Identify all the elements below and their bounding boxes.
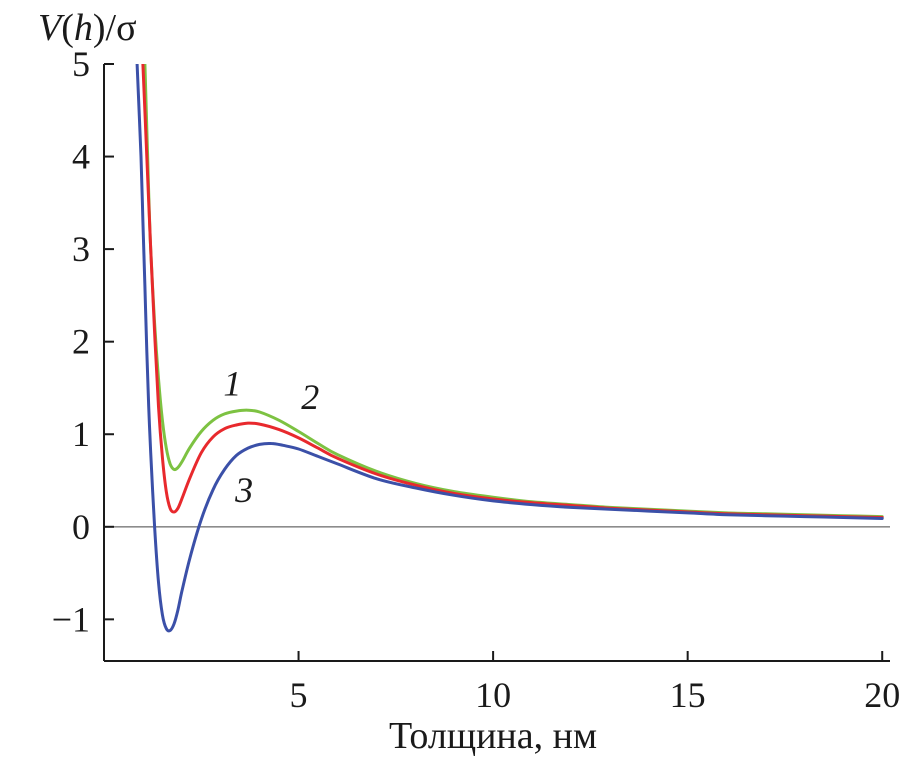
y-axis-title: V(h)/σ bbox=[38, 7, 137, 49]
series-line-2 bbox=[141, 64, 884, 519]
series-layer bbox=[135, 64, 884, 633]
curve-labels: 1 2 3 bbox=[223, 363, 319, 509]
plot-area bbox=[104, 64, 890, 633]
curve-label-2: 2 bbox=[301, 377, 319, 417]
y-tick-label: 4 bbox=[72, 137, 90, 177]
y-tick-label: 5 bbox=[72, 44, 90, 84]
x-axis-title: Толщина, нм bbox=[389, 715, 597, 757]
curve-label-1: 1 bbox=[223, 363, 241, 403]
y-ticks: −1 0 1 2 3 4 5 bbox=[52, 44, 114, 639]
x-tick-label: 20 bbox=[864, 675, 900, 715]
y-tick-label: 2 bbox=[72, 322, 90, 362]
series-line-1 bbox=[143, 64, 884, 519]
x-tick-label: 10 bbox=[475, 675, 511, 715]
x-tick-label: 5 bbox=[290, 675, 308, 715]
x-ticks: 5 10 15 20 bbox=[290, 651, 900, 715]
y-tick-label: 0 bbox=[72, 507, 90, 547]
y-tick-label: −1 bbox=[52, 599, 90, 639]
x-tick-label: 15 bbox=[670, 675, 706, 715]
curve-label-3: 3 bbox=[234, 470, 253, 510]
y-tick-label: 1 bbox=[72, 414, 90, 454]
series-line-3 bbox=[135, 64, 884, 633]
y-tick-label: 3 bbox=[72, 229, 90, 269]
